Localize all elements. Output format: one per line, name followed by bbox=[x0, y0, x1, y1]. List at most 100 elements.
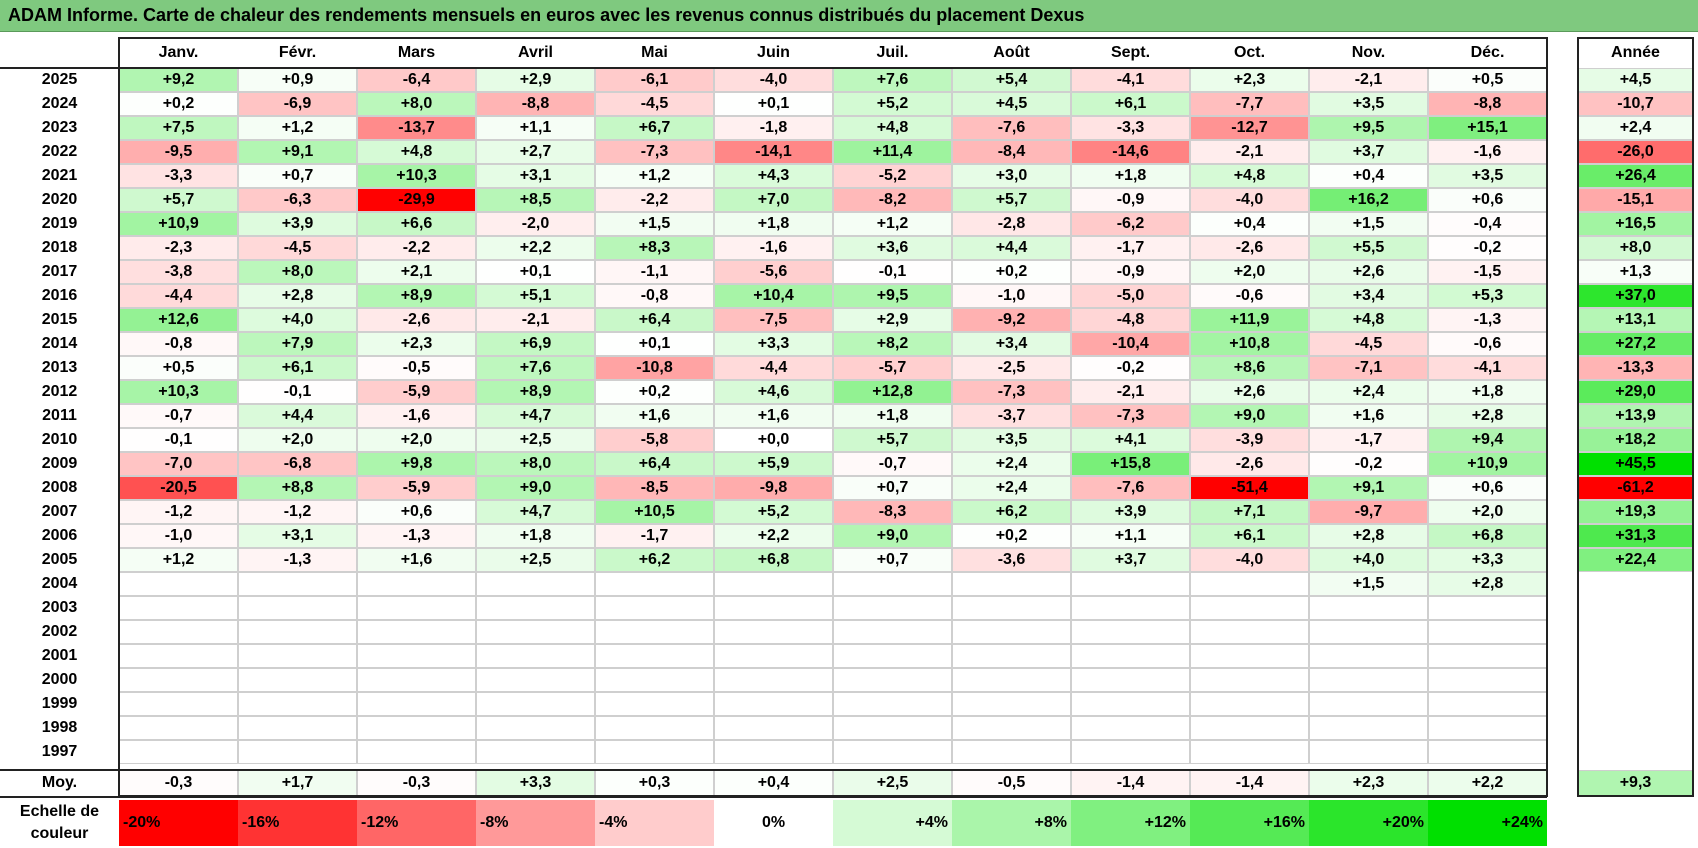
heatmap-cell bbox=[595, 740, 714, 764]
heatmap-cell bbox=[1190, 644, 1309, 668]
heatmap-cell: +2,8 bbox=[1309, 524, 1428, 548]
heatmap-cell bbox=[833, 740, 952, 764]
heatmap-cell bbox=[119, 692, 238, 716]
year-label: 2018 bbox=[41, 239, 78, 256]
heatmap-cell: -5,8 bbox=[595, 428, 714, 452]
heatmap-cell: +1,6 bbox=[1309, 404, 1428, 428]
average-rule bbox=[0, 769, 1547, 771]
average-cell: +2,2 bbox=[1428, 770, 1547, 796]
heatmap-cell: +5,9 bbox=[714, 452, 833, 476]
legend-swatch: +4% bbox=[833, 800, 952, 846]
heatmap-cell: -0,7 bbox=[119, 404, 238, 428]
heatmap-cell: -0,2 bbox=[1309, 452, 1428, 476]
heatmap-cell: -2,8 bbox=[952, 212, 1071, 236]
heatmap-cell bbox=[595, 596, 714, 620]
heatmap-cell: +0,6 bbox=[357, 500, 476, 524]
year-label: 2025 bbox=[41, 71, 78, 88]
year-label: 2022 bbox=[41, 143, 78, 160]
heatmap-cell: -2,2 bbox=[357, 236, 476, 260]
heatmap-cell bbox=[1071, 668, 1190, 692]
heatmap-cell bbox=[357, 620, 476, 644]
year-label: 2010 bbox=[41, 431, 78, 448]
heatmap-cell: -1,6 bbox=[357, 404, 476, 428]
heatmap-cell: +0,6 bbox=[1428, 476, 1547, 500]
heatmap-cell: +0,2 bbox=[595, 380, 714, 404]
heatmap-cell: +2,6 bbox=[1309, 260, 1428, 284]
year-label: 2007 bbox=[41, 503, 78, 520]
heatmap-cell: -4,8 bbox=[1071, 308, 1190, 332]
heatmap-cell: +1,1 bbox=[1071, 524, 1190, 548]
heatmap-cell: +3,7 bbox=[1071, 548, 1190, 572]
annual-cell: +26,4 bbox=[1578, 164, 1693, 188]
year-label: 2006 bbox=[41, 527, 78, 544]
year-label: 1997 bbox=[41, 743, 78, 760]
annual-cell: -13,3 bbox=[1578, 356, 1693, 380]
heatmap-cell: +7,5 bbox=[119, 116, 238, 140]
annual-cell: +13,1 bbox=[1578, 308, 1693, 332]
year-label: 2023 bbox=[41, 119, 78, 136]
average-cell: -1,4 bbox=[1071, 770, 1190, 796]
heatmap-cell: +8,5 bbox=[476, 188, 595, 212]
heatmap-cell: -5,9 bbox=[357, 476, 476, 500]
heatmap-cell: -3,7 bbox=[952, 404, 1071, 428]
heatmap-cell: +15,1 bbox=[1428, 116, 1547, 140]
heatmap-cell: +3,3 bbox=[714, 332, 833, 356]
average-cell: -0,3 bbox=[357, 770, 476, 796]
heatmap-cell: -0,4 bbox=[1428, 212, 1547, 236]
legend-swatch: +12% bbox=[1071, 800, 1190, 846]
annual-cell: +2,4 bbox=[1578, 116, 1693, 140]
heatmap-cell: -6,1 bbox=[595, 68, 714, 92]
heatmap-cell: -1,0 bbox=[119, 524, 238, 548]
heatmap-cell: +6,1 bbox=[1071, 92, 1190, 116]
heatmap-cell: +6,4 bbox=[595, 308, 714, 332]
heatmap-cell: +9,0 bbox=[476, 476, 595, 500]
heatmap-cell bbox=[119, 740, 238, 764]
heatmap-cell: -1,8 bbox=[714, 116, 833, 140]
heatmap-cell bbox=[1309, 740, 1428, 764]
legend-swatch: -8% bbox=[476, 800, 595, 846]
heatmap-cell: -10,4 bbox=[1071, 332, 1190, 356]
heatmap-cell: +4,4 bbox=[238, 404, 357, 428]
heatmap-cell: +7,9 bbox=[238, 332, 357, 356]
month-header: Juin bbox=[757, 44, 790, 61]
annual-cell: +13,9 bbox=[1578, 404, 1693, 428]
heatmap-cell: +11,9 bbox=[1190, 308, 1309, 332]
heatmap-cell bbox=[1071, 740, 1190, 764]
year-label: 2017 bbox=[41, 263, 78, 280]
annual-cell: +22,4 bbox=[1578, 548, 1693, 572]
heatmap-cell bbox=[833, 620, 952, 644]
heatmap-cell bbox=[476, 740, 595, 764]
heatmap-cell bbox=[833, 668, 952, 692]
heatmap-cell: +5,7 bbox=[119, 188, 238, 212]
heatmap-cell bbox=[714, 572, 833, 596]
heatmap-cell: -2,6 bbox=[1190, 236, 1309, 260]
heatmap-cell: -7,3 bbox=[595, 140, 714, 164]
heatmap-cell: -8,5 bbox=[595, 476, 714, 500]
average-cell: -1,4 bbox=[1190, 770, 1309, 796]
heatmap-cell bbox=[1309, 716, 1428, 740]
year-label: 1999 bbox=[41, 695, 78, 712]
heatmap-cell: +0,5 bbox=[1428, 68, 1547, 92]
heatmap-cell: -5,6 bbox=[714, 260, 833, 284]
heatmap-cell bbox=[1428, 740, 1547, 764]
heatmap-cell bbox=[357, 740, 476, 764]
heatmap-cell: +5,7 bbox=[952, 188, 1071, 212]
heatmap-cell: -1,5 bbox=[1428, 260, 1547, 284]
year-label: 2005 bbox=[41, 551, 78, 568]
heatmap-cell: +0,4 bbox=[1309, 164, 1428, 188]
month-header: Févr. bbox=[278, 44, 317, 61]
heatmap-cell: +0,1 bbox=[595, 332, 714, 356]
heatmap-cell: +6,2 bbox=[595, 548, 714, 572]
heatmap-cell: +8,6 bbox=[1190, 356, 1309, 380]
annual-cell bbox=[1578, 692, 1693, 716]
heatmap-cell bbox=[1428, 668, 1547, 692]
heatmap-cell: -2,1 bbox=[1071, 380, 1190, 404]
heatmap-cell bbox=[1190, 668, 1309, 692]
heatmap-cell bbox=[119, 596, 238, 620]
month-header: Avril bbox=[518, 44, 553, 61]
heatmap-cell: +9,5 bbox=[1309, 116, 1428, 140]
heatmap-cell: -3,3 bbox=[119, 164, 238, 188]
heatmap-cell: +3,9 bbox=[238, 212, 357, 236]
heatmap-cell: +2,0 bbox=[357, 428, 476, 452]
average-cell: -0,5 bbox=[952, 770, 1071, 796]
